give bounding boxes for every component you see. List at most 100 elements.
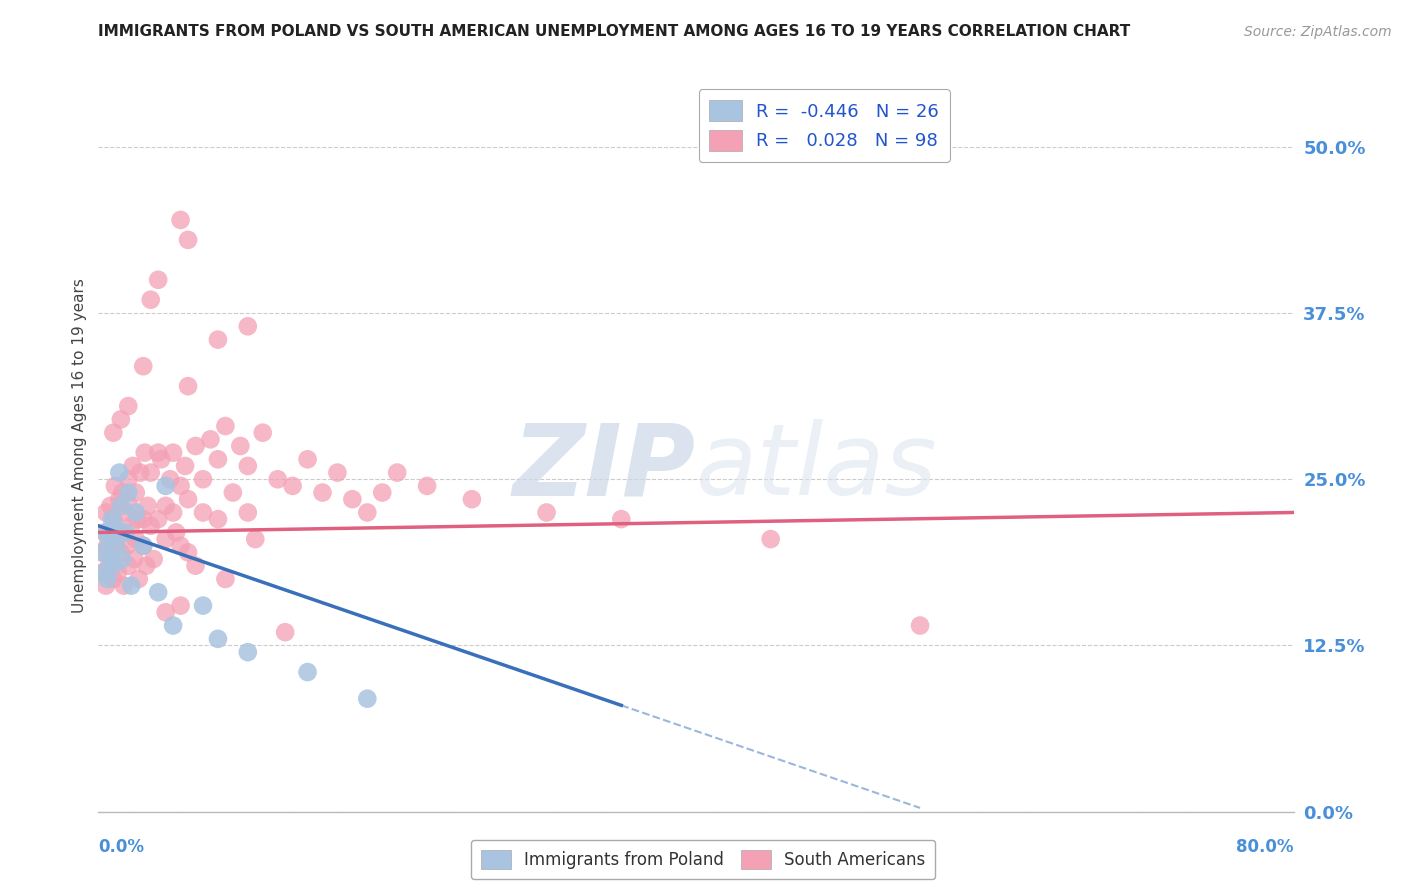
- Point: [103, 425, 125, 440]
- Point: [91, 566, 114, 580]
- Point: [108, 466, 131, 480]
- Point: [120, 579, 142, 593]
- Point: [121, 458, 143, 473]
- Point: [169, 539, 191, 553]
- Point: [117, 558, 139, 573]
- Point: [252, 425, 274, 440]
- Point: [184, 439, 207, 453]
- Point: [105, 539, 128, 553]
- Text: Source: ZipAtlas.com: Source: ZipAtlas.com: [1244, 25, 1392, 38]
- Point: [110, 545, 132, 559]
- Text: 0.0%: 0.0%: [98, 838, 145, 855]
- Point: [229, 439, 252, 453]
- Point: [91, 545, 114, 559]
- Point: [117, 399, 139, 413]
- Point: [165, 525, 187, 540]
- Point: [222, 485, 245, 500]
- Point: [155, 479, 177, 493]
- Point: [94, 506, 117, 520]
- Point: [191, 506, 214, 520]
- Point: [207, 333, 229, 347]
- Point: [356, 506, 378, 520]
- Point: [155, 499, 177, 513]
- Point: [174, 458, 197, 473]
- Point: [191, 599, 214, 613]
- Point: [101, 512, 124, 526]
- Point: [139, 466, 162, 480]
- Point: [236, 458, 259, 473]
- Point: [132, 539, 155, 553]
- Point: [207, 632, 229, 646]
- Point: [114, 525, 136, 540]
- Point: [108, 492, 131, 507]
- Point: [610, 512, 633, 526]
- Point: [169, 213, 191, 227]
- Point: [124, 552, 146, 566]
- Point: [148, 512, 170, 526]
- Point: [94, 579, 117, 593]
- Point: [94, 525, 117, 540]
- Point: [118, 499, 141, 513]
- Point: [356, 691, 378, 706]
- Point: [107, 566, 129, 580]
- Point: [132, 359, 155, 374]
- Point: [129, 466, 152, 480]
- Point: [110, 525, 132, 540]
- Point: [142, 552, 165, 566]
- Point: [132, 539, 155, 553]
- Point: [110, 499, 132, 513]
- Point: [267, 472, 290, 486]
- Point: [125, 485, 148, 500]
- Point: [214, 572, 236, 586]
- Point: [236, 645, 259, 659]
- Point: [759, 532, 782, 546]
- Point: [132, 512, 155, 526]
- Point: [105, 532, 128, 546]
- Point: [326, 466, 349, 480]
- Point: [148, 585, 170, 599]
- Point: [385, 466, 409, 480]
- Point: [281, 479, 304, 493]
- Legend: R =  -0.446   N = 26, R =   0.028   N = 98: R = -0.446 N = 26, R = 0.028 N = 98: [699, 89, 950, 161]
- Point: [908, 618, 931, 632]
- Point: [103, 512, 125, 526]
- Point: [96, 539, 118, 553]
- Point: [115, 539, 138, 553]
- Point: [112, 579, 135, 593]
- Point: [169, 599, 191, 613]
- Point: [191, 472, 214, 486]
- Point: [214, 419, 236, 434]
- Point: [111, 485, 134, 500]
- Point: [461, 492, 484, 507]
- Text: ZIP: ZIP: [513, 419, 696, 516]
- Y-axis label: Unemployment Among Ages 16 to 19 years: Unemployment Among Ages 16 to 19 years: [72, 278, 87, 614]
- Point: [103, 572, 125, 586]
- Point: [139, 293, 162, 307]
- Point: [114, 506, 136, 520]
- Point: [148, 445, 170, 459]
- Point: [97, 532, 120, 546]
- Point: [416, 479, 439, 493]
- Point: [200, 433, 222, 447]
- Point: [110, 412, 132, 426]
- Point: [297, 665, 319, 679]
- Point: [245, 532, 267, 546]
- Point: [127, 512, 149, 526]
- Point: [96, 572, 118, 586]
- Point: [139, 518, 162, 533]
- Point: [125, 506, 148, 520]
- Point: [236, 506, 259, 520]
- Point: [93, 525, 115, 540]
- Point: [125, 532, 148, 546]
- Point: [104, 518, 127, 533]
- Point: [207, 452, 229, 467]
- Point: [98, 552, 122, 566]
- Text: 80.0%: 80.0%: [1236, 838, 1294, 855]
- Point: [177, 233, 200, 247]
- Point: [90, 545, 112, 559]
- Point: [134, 445, 156, 459]
- Point: [103, 558, 125, 573]
- Point: [236, 319, 259, 334]
- Point: [371, 485, 394, 500]
- Point: [135, 558, 157, 573]
